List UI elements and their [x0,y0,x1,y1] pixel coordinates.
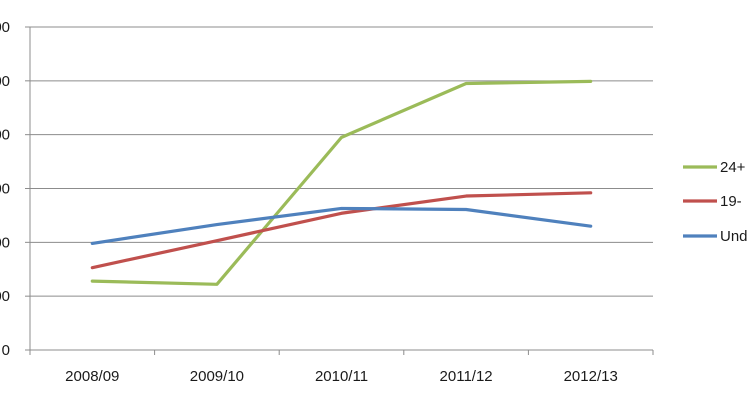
y-tick-label: 00 [0,288,10,305]
gridlines [30,26,653,297]
x-tick-label: 2012/13 [564,368,618,385]
series-line-1 [90,191,593,270]
x-tick-label: 2010/11 [315,368,368,385]
legend-label: Und [720,228,748,245]
y-tick-label: 00 [0,73,10,90]
y-tick-label: 00 [0,181,10,198]
series-line-0 [90,79,593,286]
x-tick-label: 2011/12 [440,368,493,385]
y-tick-label: 0 [2,342,10,359]
y-tick-label: 00 [0,127,10,144]
x-tick-labels: 2008/09 2009/10 2010/11 2011/12 2012/13 [65,368,618,385]
series-lines [90,79,593,286]
y-tick-label: 00 [0,19,10,36]
y-tick-label: 00 [0,234,10,251]
legend-label: 24+ [720,159,746,176]
x-tick-label: 2009/10 [190,368,244,385]
x-tick-label: 2008/09 [65,368,119,385]
series-line-2 [90,206,593,246]
axes [25,26,654,355]
legend-label: 19- [720,193,742,210]
y-tick-labels: 0000000000000 [0,19,10,359]
legend: 24+ 19- Und [683,159,748,245]
